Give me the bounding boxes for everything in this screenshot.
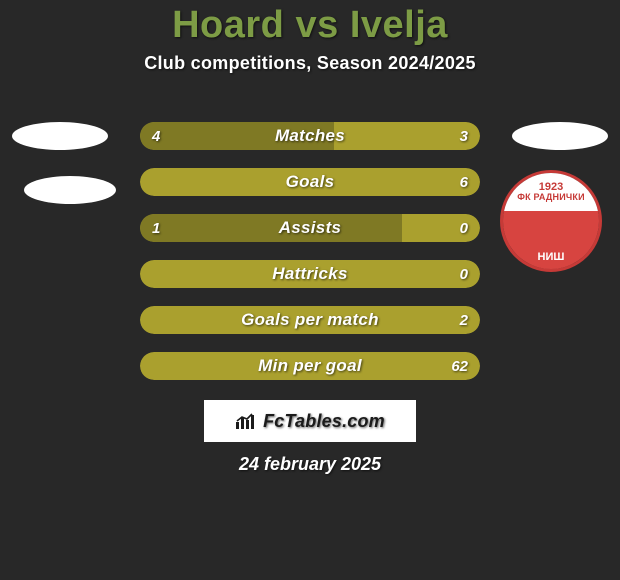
stat-label: Goals per match — [140, 306, 480, 334]
title: Hoard vs Ivelja — [0, 4, 620, 47]
stat-label: Goals — [140, 168, 480, 196]
stat-row: Min per goal62 — [140, 352, 480, 380]
brand-text: FcTables.com — [263, 411, 385, 432]
stat-value-right: 2 — [460, 306, 468, 334]
stat-row: Matches4 3 — [140, 122, 480, 150]
comparison-card: Hoard vs Ivelja Club competitions, Seaso… — [0, 0, 620, 580]
left-team-logo-placeholder-2 — [24, 176, 116, 204]
right-club-badge: 1923 ФК РАДНИЧКИ НИШ — [500, 170, 602, 272]
left-team-logo-placeholder-1 — [12, 122, 108, 150]
stat-row: Goals6 — [140, 168, 480, 196]
stat-value-right: 3 — [460, 122, 468, 150]
stats-bars: Matches43Goals6Assists10Hattricks0Goals … — [140, 122, 480, 398]
stat-value-left: 4 — [152, 122, 160, 150]
vs-text: vs — [295, 4, 338, 46]
badge-bottom: НИШ — [503, 211, 599, 269]
stat-row: Hattricks0 — [140, 260, 480, 288]
stat-value-right: 0 — [460, 260, 468, 288]
stat-value-right: 62 — [451, 352, 468, 380]
stat-label: Assists — [140, 214, 480, 242]
stat-value-left: 1 — [152, 214, 160, 242]
stat-label: Hattricks — [140, 260, 480, 288]
subtitle: Club competitions, Season 2024/2025 — [0, 53, 620, 74]
player-right-name: Ivelja — [350, 4, 448, 46]
stat-value-right: 0 — [460, 214, 468, 242]
player-left-name: Hoard — [172, 4, 284, 46]
badge-top: 1923 ФК РАДНИЧКИ — [503, 173, 599, 211]
stat-row: Goals per match2 — [140, 306, 480, 334]
date-text: 24 february 2025 — [0, 454, 620, 475]
stat-row: Assists1 0 — [140, 214, 480, 242]
right-team-logo-placeholder — [512, 122, 608, 150]
badge-city: НИШ — [538, 251, 565, 263]
stat-value-right: 6 — [460, 168, 468, 196]
brand-box[interactable]: FcTables.com — [204, 400, 416, 442]
stat-label: Matches — [140, 122, 480, 150]
title-wrap: Hoard vs Ivelja Club competitions, Seaso… — [0, 0, 620, 74]
chart-icon — [235, 412, 257, 430]
badge-name: ФК РАДНИЧКИ — [517, 193, 585, 203]
stat-label: Min per goal — [140, 352, 480, 380]
